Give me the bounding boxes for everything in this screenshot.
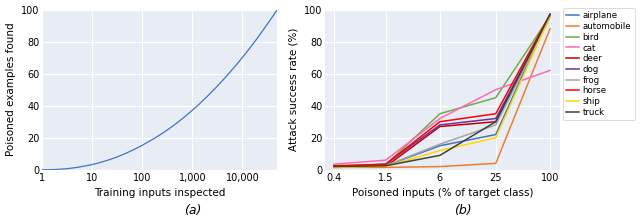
airplane [330,165,338,168]
horse [436,120,444,123]
Text: (b): (b) [454,204,472,217]
deer [382,165,390,168]
Y-axis label: Attack success rate (%): Attack success rate (%) [289,28,298,151]
ship [492,136,500,139]
ship [382,165,390,168]
Line: truck: truck [334,14,550,167]
ship [436,149,444,152]
automobile [330,166,338,169]
airplane [492,133,500,136]
bird [492,96,500,99]
deer [546,13,554,16]
truck [330,165,338,168]
Line: ship: ship [334,16,550,167]
automobile [436,165,444,168]
dog [330,165,338,168]
horse [330,164,338,167]
Line: airplane: airplane [334,14,550,167]
Line: horse: horse [334,14,550,166]
cat [382,159,390,161]
Legend: airplane, automobile, bird, cat, deer, dog, frog, horse, ship, truck: airplane, automobile, bird, cat, deer, d… [563,8,634,120]
X-axis label: Training inputs inspected: Training inputs inspected [94,188,225,198]
cat [330,163,338,166]
horse [546,13,554,16]
cat [546,69,554,72]
deer [436,125,444,128]
bird [330,165,338,168]
X-axis label: Poisoned inputs (% of target class): Poisoned inputs (% of target class) [352,188,534,198]
automobile [546,27,554,30]
frog [546,16,554,19]
deer [330,166,338,169]
dog [492,117,500,120]
Line: dog: dog [334,16,550,167]
frog [330,165,338,168]
automobile [382,166,390,169]
deer [492,120,500,123]
truck [382,164,390,167]
airplane [382,164,390,167]
Line: automobile: automobile [334,29,550,167]
airplane [546,13,554,16]
frog [436,143,444,145]
bird [382,164,390,166]
Line: frog: frog [334,18,550,167]
dog [382,163,390,166]
automobile [492,162,500,165]
truck [436,154,444,157]
truck [546,13,554,16]
Line: bird: bird [334,16,550,167]
ship [546,15,554,17]
cat [436,117,444,120]
Text: (a): (a) [184,204,202,217]
ship [330,166,338,169]
horse [382,163,390,166]
truck [492,120,500,123]
Line: cat: cat [334,71,550,164]
dog [436,124,444,126]
cat [492,88,500,91]
dog [546,15,554,17]
Y-axis label: Poisoned examples found: Poisoned examples found [6,23,15,157]
frog [382,164,390,167]
horse [492,112,500,115]
bird [436,112,444,115]
bird [546,15,554,17]
Line: deer: deer [334,14,550,167]
airplane [436,145,444,147]
frog [492,124,500,126]
